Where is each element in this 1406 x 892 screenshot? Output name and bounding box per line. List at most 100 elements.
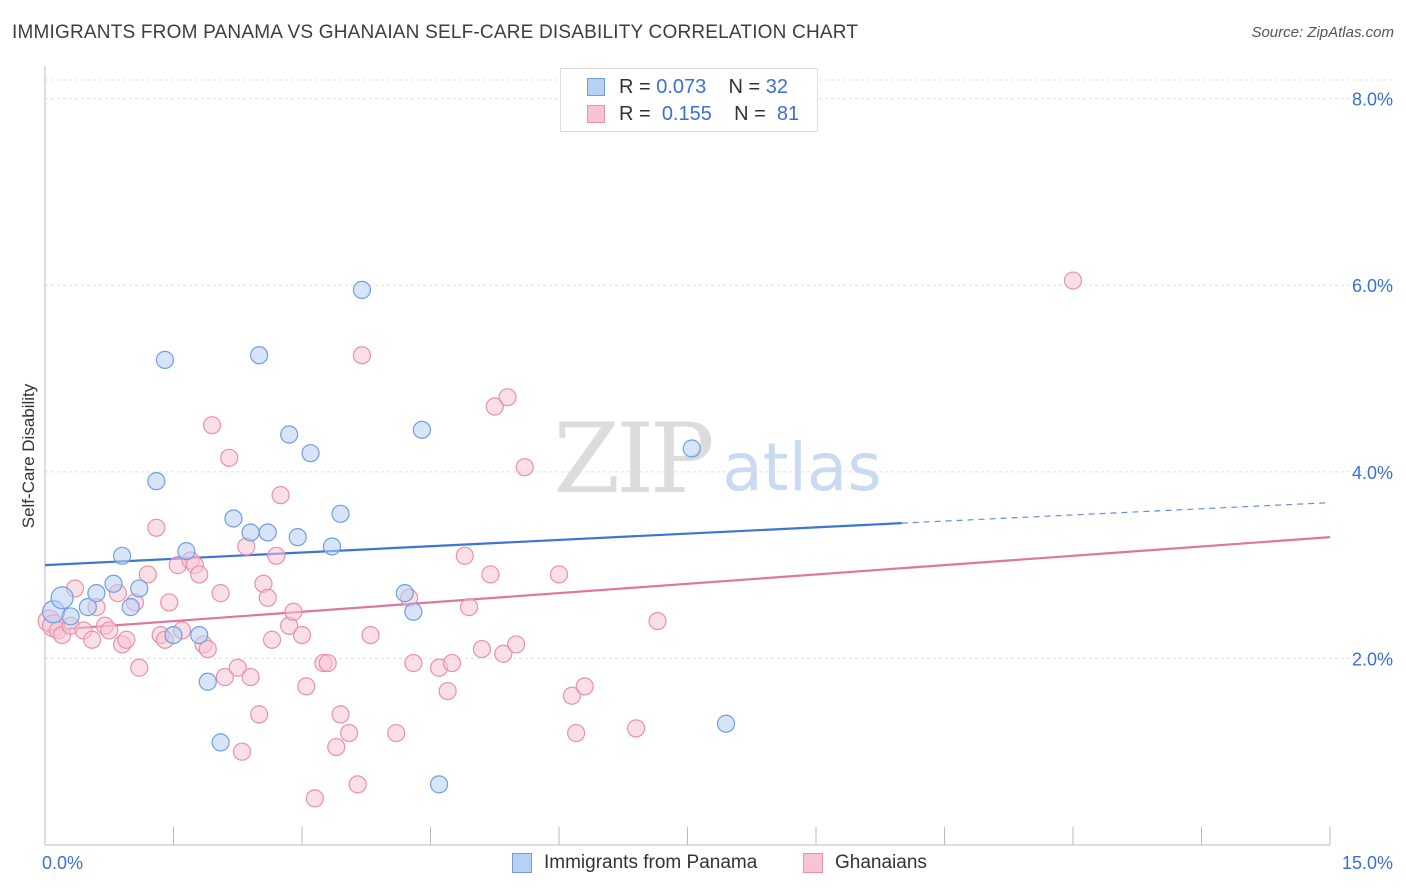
y-tick-label: 4.0%: [1352, 463, 1393, 483]
data-point-ghanaians: [485, 397, 504, 416]
y-tick-label: 8.0%: [1352, 90, 1393, 110]
data-point-ghanaians: [220, 448, 239, 467]
data-point-panama: [412, 420, 432, 439]
data-point-panama: [331, 504, 350, 523]
data-point-ghanaians: [340, 723, 359, 743]
data-point-ghanaians: [138, 565, 157, 584]
data-point-ghanaians: [228, 658, 247, 677]
data-point-ghanaians: [305, 789, 324, 808]
watermark-zip: ZIP: [553, 403, 712, 515]
bottom-legend-swatch-panama: [512, 853, 532, 873]
bottom-legend-label-ghana: Ghanaians: [835, 852, 927, 873]
trend-line-panama-extension: [901, 502, 1331, 524]
data-point-panama: [164, 625, 183, 645]
data-point-panama: [280, 425, 299, 444]
data-point-panama: [258, 523, 277, 542]
data-point-ghanaians: [258, 588, 277, 607]
data-point-panama: [61, 607, 80, 626]
data-point-panama: [224, 509, 243, 528]
data-point-panama: [190, 625, 209, 645]
data-point-ghanaians: [198, 639, 217, 659]
legend-n-label: N =: [728, 76, 766, 98]
data-point-panama: [177, 542, 196, 561]
data-point-ghanaians: [297, 677, 316, 696]
data-point-ghanaians: [567, 723, 586, 743]
axes: [44, 66, 1331, 846]
data-point-ghanaians: [100, 621, 119, 640]
data-point-ghanaians: [130, 658, 149, 677]
data-point-ghanaians: [331, 705, 350, 724]
data-point-ghanaians: [190, 565, 209, 584]
data-point-ghanaians: [387, 723, 406, 743]
data-point-ghanaians: [549, 565, 569, 584]
data-point-ghanaians: [498, 388, 517, 407]
data-point-panama: [121, 598, 140, 617]
data-point-ghanaians: [83, 630, 102, 649]
watermark-atlas: atlas: [722, 429, 882, 506]
source-label: Source: ZipAtlas.com: [1251, 24, 1394, 41]
data-point-panama: [130, 579, 149, 598]
data-point-ghanaians: [160, 593, 179, 612]
legend-r-value-panama: 0.073: [656, 76, 707, 98]
data-point-ghanaians: [241, 667, 260, 687]
data-point-ghanaians: [271, 486, 290, 505]
data-point-panama: [429, 775, 449, 794]
stats-legend: R = 0.073 N = 32 R = 0.155 N = 81: [560, 68, 818, 132]
bottom-legend-label-panama: Immigrants from Panama: [544, 852, 758, 873]
data-point-panama: [395, 584, 414, 603]
legend-swatch-ghana: [587, 105, 605, 123]
data-point-ghanaians: [211, 584, 230, 603]
data-point-panama: [211, 733, 230, 752]
data-point-panama: [104, 574, 123, 593]
data-point-ghanaians: [284, 602, 303, 621]
data-point-ghanaians: [117, 630, 136, 649]
x-tick-label: 0.0%: [42, 853, 83, 873]
watermark: ZIP atlas: [553, 403, 881, 515]
data-point-ghanaians: [348, 775, 367, 794]
data-point-panama: [716, 714, 736, 733]
data-point-panama: [147, 472, 166, 491]
y-tick-label: 6.0%: [1352, 276, 1393, 296]
data-point-panama: [50, 586, 74, 610]
data-point-panama: [112, 546, 132, 565]
data-point-ghanaians: [455, 546, 474, 565]
data-point-ghanaians: [327, 737, 346, 757]
y-axis-label: Self-Care Disability: [19, 383, 38, 528]
data-point-panama: [78, 598, 97, 617]
x-tick-label: 15.0%: [1342, 853, 1393, 873]
data-point-ghanaians: [292, 625, 312, 645]
data-point-ghanaians: [562, 686, 581, 705]
data-point-panama: [155, 350, 175, 369]
data-point-panama: [682, 439, 701, 458]
data-point-ghanaians: [404, 653, 423, 673]
data-point-ghanaians: [507, 635, 526, 654]
data-point-ghanaians: [147, 518, 166, 537]
data-point-ghanaians: [318, 653, 337, 673]
data-point-ghanaians: [648, 611, 667, 631]
y-tick-label: 2.0%: [1352, 649, 1393, 669]
data-point-ghanaians: [232, 742, 252, 761]
bottom-legend-swatch-ghana: [803, 853, 823, 873]
tick-labels: 2.0% 4.0% 6.0% 8.0% 0.0% 15.0%: [42, 90, 1393, 873]
grid-lines: [45, 79, 1392, 659]
data-point-panama: [404, 602, 423, 621]
data-point-ghanaians: [215, 667, 234, 687]
data-point-ghanaians: [1063, 271, 1083, 290]
data-point-ghanaians: [494, 644, 513, 663]
legend-r-label: R =: [619, 76, 657, 98]
data-point-panama: [322, 537, 342, 556]
data-point-ghanaians: [515, 458, 534, 477]
data-point-ghanaians: [361, 625, 380, 645]
data-point-ghanaians: [250, 705, 269, 724]
data-point-ghanaians: [442, 653, 462, 673]
legend-n-value-ghana: 81: [776, 103, 800, 125]
data-point-panama: [352, 280, 372, 300]
data-point-panama: [87, 584, 106, 603]
data-point-ghanaians: [481, 565, 500, 584]
legend-r-label: R =: [619, 103, 657, 125]
data-point-panama: [301, 444, 320, 463]
data-point-ghanaians: [202, 416, 222, 435]
data-point-ghanaians: [472, 639, 491, 659]
data-point-ghanaians: [267, 546, 286, 565]
